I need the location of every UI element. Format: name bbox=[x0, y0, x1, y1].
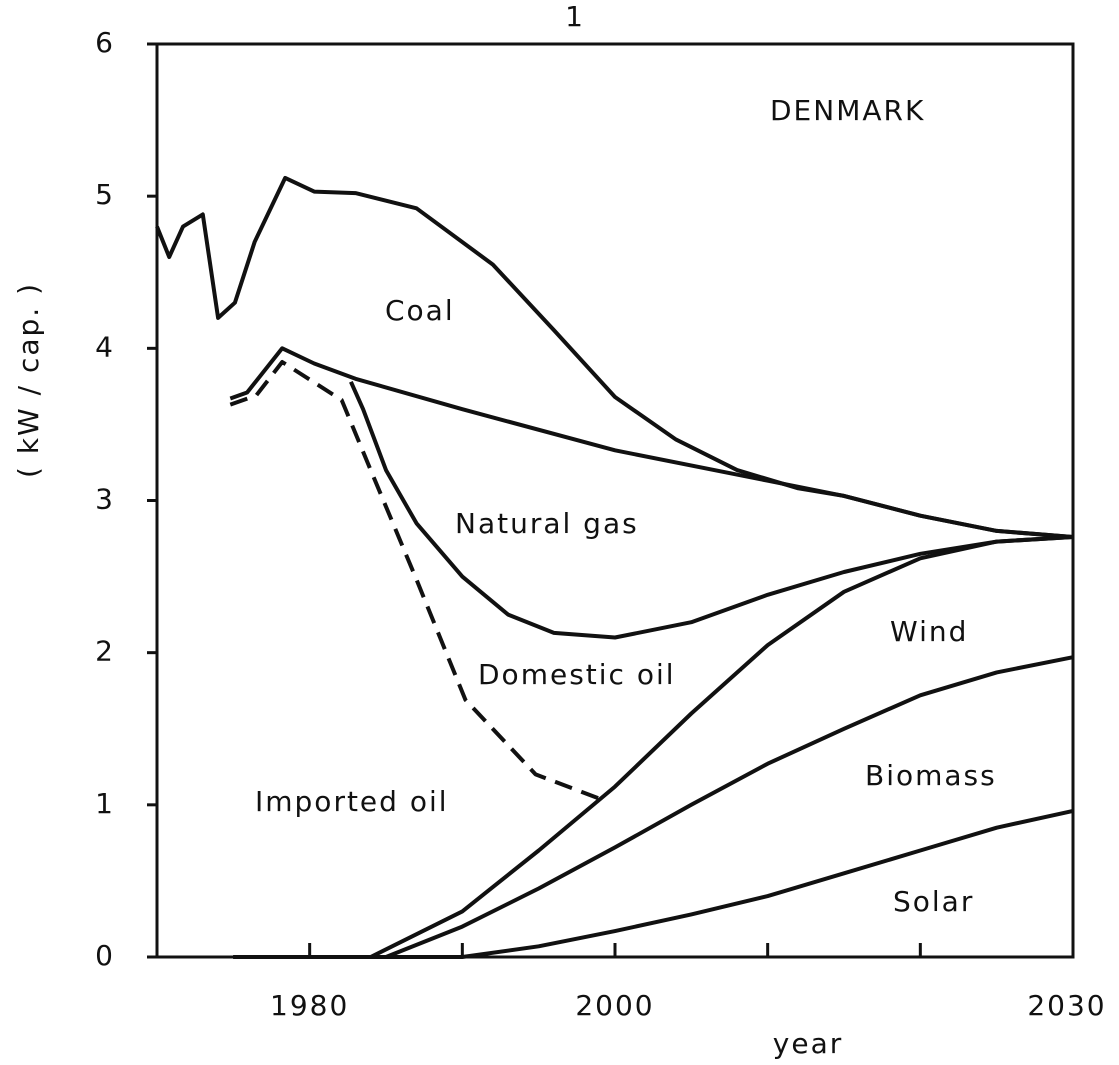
line bbox=[229, 346, 1074, 539]
y-tick-label: 3 bbox=[95, 483, 115, 516]
panel-label: 1 bbox=[565, 0, 585, 33]
y-tick-label: 5 bbox=[95, 178, 115, 211]
line bbox=[233, 535, 1074, 959]
area-label: Biomass bbox=[865, 759, 997, 792]
x-tick-label: 2030 bbox=[1027, 989, 1106, 1022]
line bbox=[233, 655, 1074, 959]
area-label: Domestic oil bbox=[478, 658, 676, 691]
y-tick-label: 2 bbox=[95, 635, 115, 668]
line bbox=[349, 380, 1074, 640]
x-axis-label: year bbox=[773, 1027, 843, 1060]
y-tick-label: 1 bbox=[95, 787, 115, 820]
area-label: Natural gas bbox=[455, 507, 639, 540]
area-label: Solar bbox=[893, 885, 974, 918]
area-label: Wind bbox=[890, 615, 968, 648]
area-label: Imported oil bbox=[255, 785, 449, 818]
line bbox=[155, 175, 1074, 539]
y-tick-label: 4 bbox=[95, 330, 115, 363]
x-tick-label: 2000 bbox=[575, 989, 654, 1022]
y-axis-label: ( kW / cap. ) bbox=[12, 282, 45, 478]
y-tick-label: 6 bbox=[95, 26, 115, 59]
x-tick-label: 1980 bbox=[270, 989, 349, 1022]
line bbox=[229, 360, 601, 801]
chart-title: DENMARK bbox=[770, 94, 925, 127]
y-tick-label: 0 bbox=[95, 939, 115, 972]
line bbox=[233, 808, 1074, 959]
area-label: Coal bbox=[385, 294, 455, 327]
